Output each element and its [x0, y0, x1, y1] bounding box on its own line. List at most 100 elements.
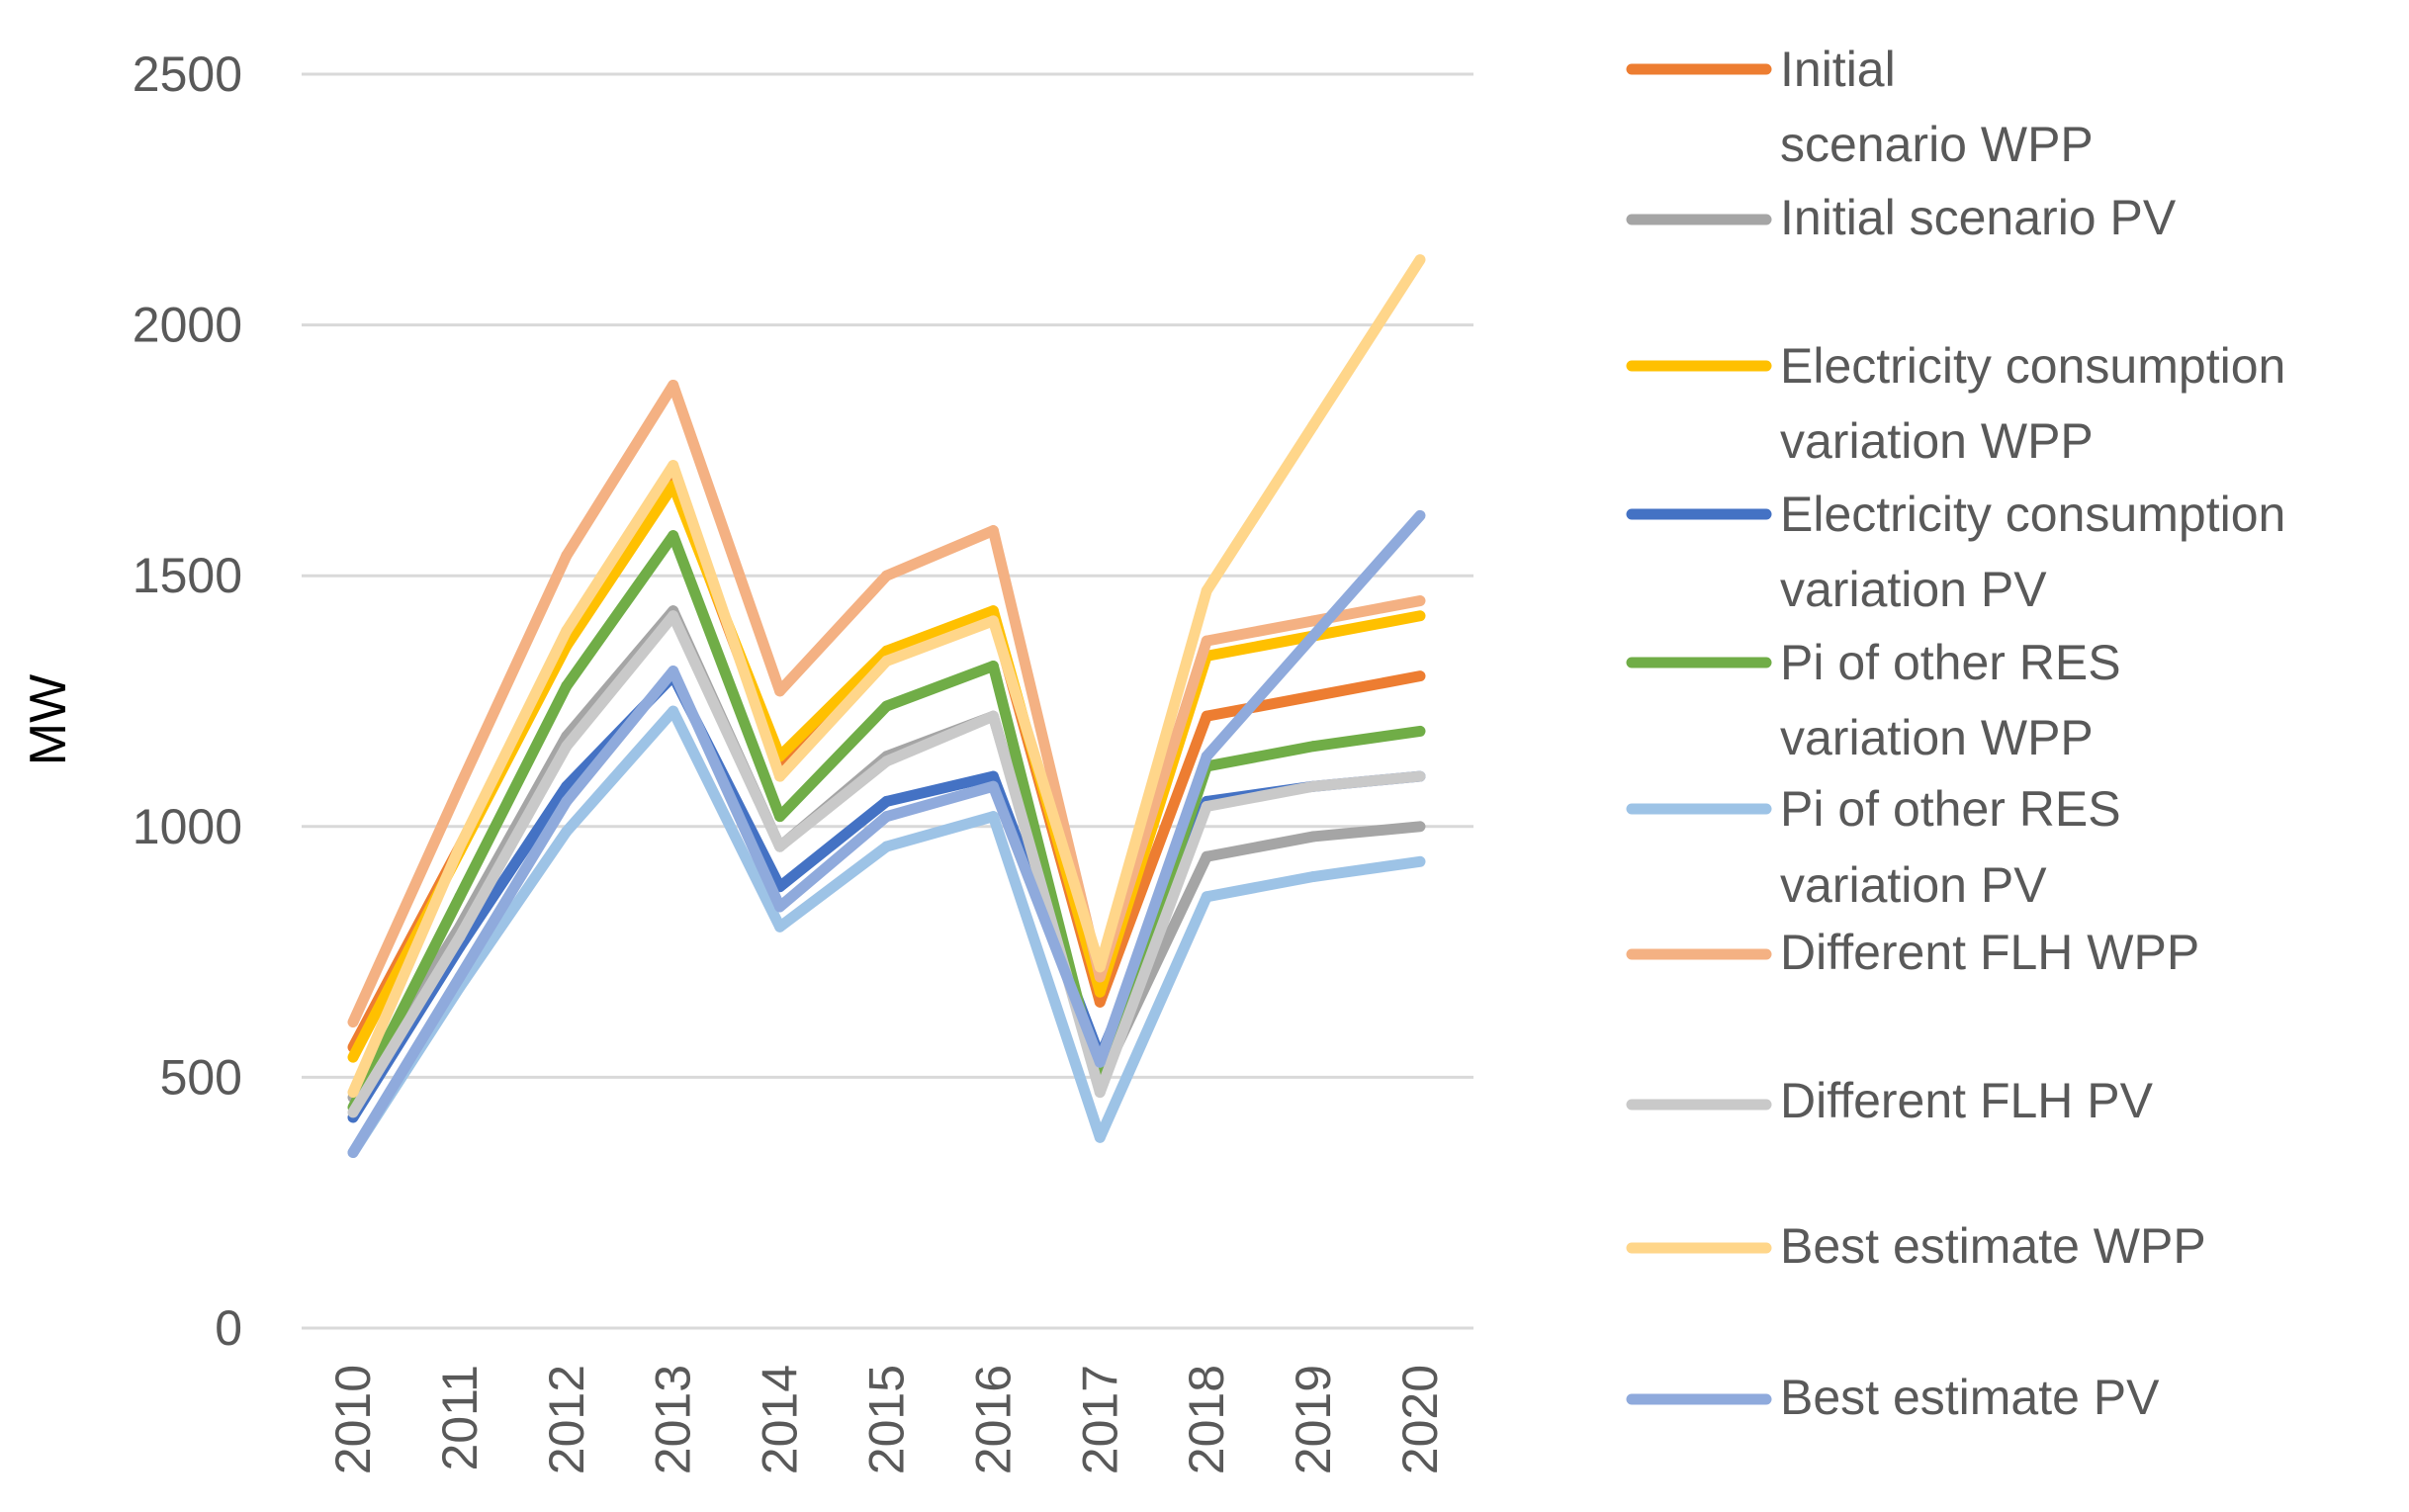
series-segment	[454, 550, 573, 792]
series-lines	[347, 254, 1426, 1158]
series-segment	[774, 645, 892, 762]
series-segment	[561, 666, 679, 807]
legend-label: Best estimate PV	[1780, 1370, 2160, 1425]
series-segment	[774, 795, 892, 893]
legend-label: variation PV	[1780, 857, 2047, 913]
legend-label: Electricity consumption	[1780, 487, 2285, 542]
series-segment	[1094, 584, 1212, 973]
series-segment	[1201, 419, 1319, 596]
legend-label: Pi of other RES	[1780, 635, 2121, 690]
x-tick-label: 2015	[859, 1365, 915, 1474]
series-segment	[454, 680, 573, 903]
legend-label: Different FLH PV	[1780, 1073, 2154, 1128]
series-segment	[668, 610, 786, 852]
legend-item: Pi of other RES variation WPP	[1626, 635, 2121, 765]
series-segment	[561, 705, 679, 838]
series-segment	[668, 460, 786, 782]
x-tick-label: 2017	[1072, 1365, 1127, 1474]
series-segment	[881, 525, 999, 581]
legend-item: Best estimate WPP	[1626, 1218, 2206, 1274]
series-segment	[1307, 821, 1426, 843]
series-segment	[1094, 710, 1212, 1008]
series-segment	[987, 780, 1106, 1068]
legend: Initial scenario WPP Initial scenario PV El…	[1626, 42, 2285, 1425]
x-tick-label: 2013	[646, 1365, 701, 1474]
series-segment	[561, 480, 679, 652]
legend-item: Different FLH PV	[1626, 1073, 2154, 1128]
series-segment	[1094, 891, 1212, 1143]
series-segment	[347, 971, 466, 1158]
series-segment	[1094, 801, 1212, 1099]
x-tick-label: 2018	[1179, 1365, 1234, 1474]
series-segment	[1201, 630, 1319, 762]
legend-label: scenario WPP	[1780, 117, 2094, 172]
legend-label: Different FLH WPP	[1780, 925, 2199, 980]
series-segment	[668, 379, 786, 697]
series-segment	[1201, 831, 1319, 862]
series-segment	[561, 379, 679, 562]
series-segment	[987, 811, 1106, 1143]
legend-label: Electricity consumption	[1780, 338, 2285, 394]
series-segment	[1307, 855, 1426, 883]
series-segment	[987, 615, 1106, 973]
series-segment	[1307, 610, 1426, 642]
legend-label: Initial	[1780, 42, 1896, 97]
series-segment	[1307, 254, 1426, 431]
legend-label: Best estimate WPP	[1780, 1218, 2206, 1274]
series-segment	[1307, 509, 1426, 642]
x-tick-label: 2019	[1286, 1365, 1341, 1474]
legend-label: Pi of other RES	[1780, 781, 2121, 837]
y-tick-label: 0	[215, 1300, 242, 1356]
series-segment	[881, 811, 999, 852]
series-segment	[668, 705, 786, 933]
series-segment	[1094, 751, 1212, 1068]
series-segment	[454, 625, 573, 852]
series-segment	[1307, 770, 1426, 792]
series-segment	[347, 841, 466, 1099]
y-tick-label: 1500	[133, 548, 242, 603]
series-segment	[454, 741, 573, 942]
legend-label: variation PV	[1780, 562, 2047, 617]
series-segment	[774, 655, 892, 782]
series-segment	[881, 780, 999, 823]
series-segment	[561, 610, 679, 753]
series-segment	[347, 891, 466, 1113]
series-segment	[881, 615, 999, 667]
series-segment	[668, 530, 786, 823]
x-tick-label: 2011	[432, 1365, 488, 1471]
x-tick-label: 2014	[753, 1365, 808, 1474]
y-axis-label: MW	[20, 674, 77, 765]
y-axis-ticks: 0 500 1000 1500 2000 2500	[133, 46, 242, 1356]
series-segment	[347, 780, 466, 1028]
series-segment	[561, 460, 679, 637]
legend-label: variation WPP	[1780, 413, 2094, 469]
series-segment	[774, 700, 892, 823]
x-tick-label: 2020	[1392, 1365, 1448, 1474]
series-segment	[774, 841, 892, 933]
legend-item: Best estimate PV	[1626, 1370, 2160, 1425]
series-segment	[881, 660, 999, 712]
legend-item: Pi of other RES variation PV	[1626, 781, 2121, 913]
series-10	[347, 509, 1426, 1158]
series-segment	[774, 570, 892, 697]
x-axis-ticks: 2010 2011 2012 2013 2014 2015 2016 2017 2018 2019…	[325, 1365, 1448, 1474]
series-segment	[1201, 630, 1319, 662]
series-segment	[881, 710, 999, 767]
series-segment	[1201, 741, 1319, 772]
series-segment	[1201, 780, 1319, 813]
y-tick-label: 1000	[133, 799, 242, 854]
x-tick-label: 2010	[325, 1365, 381, 1474]
series-6	[347, 705, 1426, 1158]
legend-item: Electricity consumption variation PV	[1626, 487, 2285, 617]
y-tick-label: 2000	[133, 298, 242, 353]
series-segment	[1201, 871, 1319, 903]
series-segment	[454, 826, 573, 993]
legend-item: Different FLH WPP	[1626, 925, 2199, 980]
series-segment	[881, 770, 999, 807]
series-segment	[881, 605, 999, 657]
x-tick-label: 2012	[539, 1365, 594, 1474]
series-segment	[1201, 690, 1319, 722]
series-segment	[347, 931, 466, 1118]
legend-label: variation WPP	[1780, 710, 2094, 765]
series-9	[347, 254, 1426, 1099]
